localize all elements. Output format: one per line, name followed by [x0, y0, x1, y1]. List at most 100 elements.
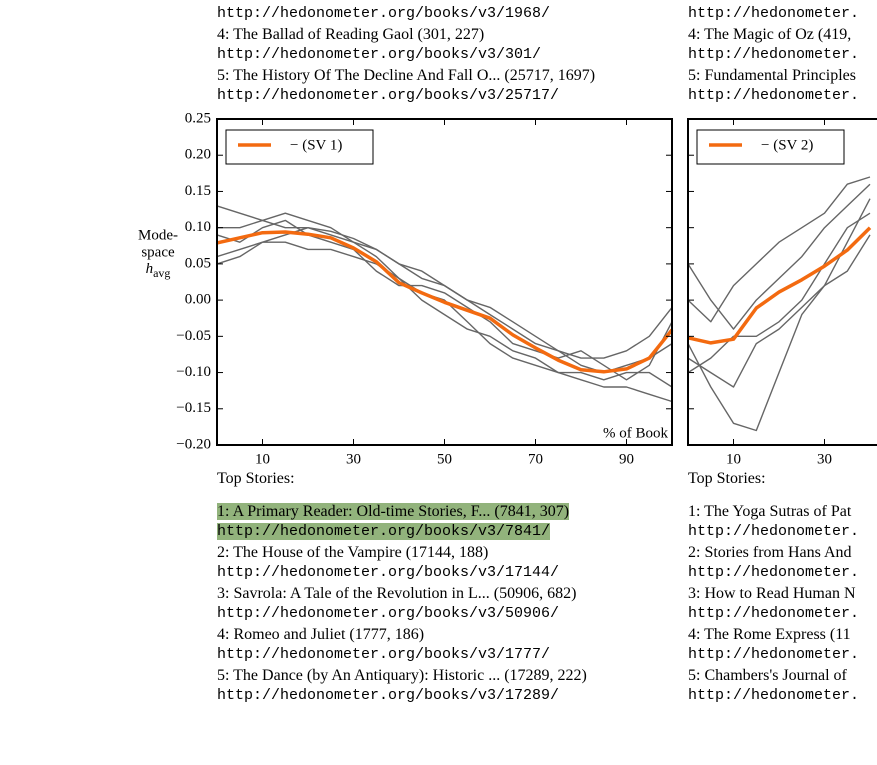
story-url-text: http://hedonometer. [688, 46, 860, 63]
story-url: http://hedonometer.org/books/v3/1968/ [217, 3, 550, 23]
story-line [687, 234, 871, 388]
story-title: 1: The Yoga Sutras of Pat [688, 502, 851, 521]
story-url: http://hedonometer. [688, 603, 859, 623]
story-url-text: http://hedonometer.org/books/v3/301/ [217, 46, 542, 63]
story-title-text: 5: Fundamental Principles [688, 67, 856, 84]
story-title: 4: The Ballad of Reading Gaol (301, 227) [217, 25, 484, 44]
story-url-text: http://hedonometer. [688, 87, 860, 104]
y-axis-symbol: havg [146, 261, 171, 279]
story-title-text: 2: Stories from Hans And [688, 544, 852, 561]
symbol: h [146, 261, 154, 277]
story-line [216, 241, 673, 388]
story-url-text: http://hedonometer. [688, 687, 860, 704]
story-url: http://hedonometer. [688, 44, 859, 64]
mean-line [216, 230, 674, 374]
y-tick-label: 0.05 [185, 255, 211, 271]
story-title: 2: Stories from Hans And [688, 543, 852, 562]
story-url-text: http://hedonometer. [688, 5, 860, 22]
x-tick-label: 30 [346, 451, 361, 467]
story-line [216, 219, 673, 381]
story-title-text: 4: The Ballad of Reading Gaol (301, 227) [217, 26, 485, 43]
plot-frame [216, 118, 673, 446]
mean-line [687, 226, 872, 345]
story-url: http://hedonometer.org/books/v3/25717/ [217, 85, 559, 105]
story-url: http://hedonometer. [688, 85, 859, 105]
story-title: 2: The House of the Vampire (17144, 188) [217, 543, 488, 562]
section-heading: Top Stories: [217, 469, 295, 488]
story-url-text: http://hedonometer.org/books/v3/17144/ [217, 564, 560, 581]
x-tick-label: 90 [619, 451, 634, 467]
story-title-text: 4: Romeo and Juliet (1777, 186) [217, 626, 425, 643]
story-line [687, 183, 871, 330]
legend-box [225, 129, 374, 165]
story-title-text: 3: How to Read Human N [688, 585, 856, 602]
story-title: 4: Romeo and Juliet (1777, 186) [217, 625, 424, 644]
y-tick-label: 0.10 [185, 219, 211, 235]
story-url-text: http://hedonometer.org/books/v3/1968/ [217, 5, 551, 22]
story-url-text: http://hedonometer.org/books/v3/25717/ [217, 87, 560, 104]
subscript: avg [153, 266, 170, 280]
story-title: 5: The History Of The Decline And Fall O… [217, 66, 595, 85]
y-tick-label: 0.20 [185, 147, 211, 163]
story-url-text: http://hedonometer.org/books/v3/1777/ [217, 646, 551, 663]
story-url-text: http://hedonometer.org/books/v3/50906/ [217, 605, 560, 622]
story-url-text: http://hedonometer.org/books/v3/7841/ [217, 523, 551, 540]
y-tick-label: −0.20 [176, 436, 211, 452]
story-title: 3: Savrola: A Tale of the Revolution in … [217, 584, 576, 603]
story-url: http://hedonometer.org/books/v3/1777/ [217, 644, 550, 664]
story-url-text: http://hedonometer. [688, 605, 860, 622]
legend-box [696, 129, 845, 165]
story-title-text: 4: The Magic of Oz (419, [688, 26, 852, 43]
story-title-text: 3: Savrola: A Tale of the Revolution in … [217, 585, 577, 602]
story-title: 4: The Rome Express (11 [688, 625, 851, 644]
story-title-text: 5: The Dance (by An Antiquary): Historic… [217, 667, 587, 684]
y-tick-label: 0.00 [185, 292, 211, 308]
y-tick-label: −0.15 [176, 400, 211, 416]
y-tick-label: −0.10 [176, 364, 211, 380]
story-title: 5: Fundamental Principles [688, 66, 856, 85]
plot-frame [687, 118, 877, 446]
story-url: http://hedonometer. [688, 521, 859, 541]
story-url-text: http://hedonometer.org/books/v3/17289/ [217, 687, 560, 704]
story-title: 5: The Dance (by An Antiquary): Historic… [217, 666, 587, 685]
legend-label: − (SV 1) [290, 137, 342, 153]
section-heading-text: Top Stories: [688, 470, 766, 487]
y-tick-label: −0.05 [176, 328, 211, 344]
x-tick-label: 10 [255, 451, 270, 467]
story-url: http://hedonometer. [688, 644, 859, 664]
story-line [216, 205, 673, 359]
story-title: 5: Chambers's Journal of [688, 666, 847, 685]
y-axis-label: space [141, 244, 175, 260]
x-tick-label: 50 [437, 451, 452, 467]
y-tick-label: 0.15 [185, 183, 211, 199]
story-title-text: 5: Chambers's Journal of [688, 667, 847, 684]
story-title: 4: The Magic of Oz (419, [688, 25, 851, 44]
story-url-text: http://hedonometer. [688, 564, 860, 581]
story-url-text: http://hedonometer. [688, 646, 860, 663]
x-tick-label: 10 [726, 451, 741, 467]
story-url: http://hedonometer.org/books/v3/17144/ [217, 562, 559, 582]
story-line [687, 212, 871, 374]
x-tick-label: 30 [817, 451, 832, 467]
story-url-text: http://hedonometer. [688, 523, 860, 540]
story-url: http://hedonometer. [688, 562, 859, 582]
section-heading: Top Stories: [688, 469, 766, 488]
story-url: http://hedonometer.org/books/v3/50906/ [217, 603, 559, 623]
story-url: http://hedonometer. [688, 685, 859, 705]
y-tick-label: 0.25 [185, 110, 211, 126]
story-title-text: 2: The House of the Vampire (17144, 188) [217, 544, 489, 561]
annotation: % of Book [603, 425, 668, 441]
story-url: http://hedonometer.org/books/v3/17289/ [217, 685, 559, 705]
story-title: 1: A Primary Reader: Old-time Stories, F… [217, 502, 570, 521]
legend-label: − (SV 2) [761, 137, 813, 153]
story-title-text: 5: The History Of The Decline And Fall O… [217, 67, 596, 84]
y-axis-label: Mode- [138, 227, 178, 243]
story-line [687, 176, 871, 323]
story-url: http://hedonometer. [688, 3, 859, 23]
story-title-text: 4: The Rome Express (11 [688, 626, 851, 643]
story-url: http://hedonometer.org/books/v3/7841/ [217, 521, 551, 541]
x-tick-label: 70 [528, 451, 543, 467]
story-title-text: 1: The Yoga Sutras of Pat [688, 503, 852, 520]
